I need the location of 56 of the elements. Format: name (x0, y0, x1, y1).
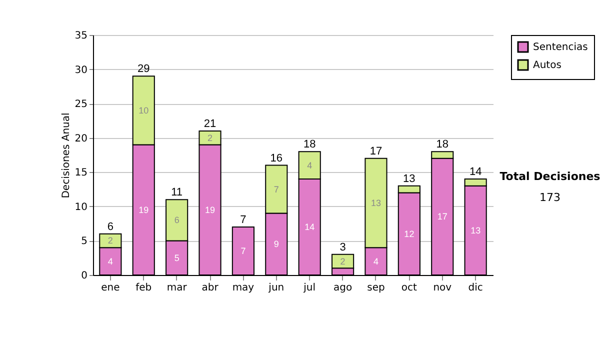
total-label: 17 (370, 145, 382, 158)
y-tick-label: 20 (74, 133, 88, 144)
text: Total Decisiones (498, 170, 600, 183)
data-label: 2 (340, 256, 346, 266)
data-label: 4 (108, 256, 113, 266)
total-label: 3 (340, 241, 346, 254)
y-tick-label: 5 (81, 236, 88, 248)
total-label: 6 (107, 220, 114, 233)
data-label: 12 (404, 228, 414, 239)
x-tick-label: ago (333, 282, 352, 294)
y-tick-label: 0 (81, 270, 88, 282)
data-label: 9 (274, 239, 279, 250)
data-label: 13 (470, 225, 481, 236)
data-label: 10 (138, 105, 149, 116)
total-label: 14 (469, 166, 482, 178)
data-label: 2 (108, 236, 113, 246)
data-label: 4 (307, 160, 312, 170)
y-tick-label: 35 (74, 30, 88, 42)
data-label: 7 (240, 246, 246, 256)
total-label: 18 (436, 138, 449, 151)
x-tick-label: may (232, 282, 254, 294)
total-label: 13 (403, 172, 416, 185)
data-label: 5 (174, 252, 180, 263)
data-label: 13 (370, 198, 381, 208)
data-label: 4 (373, 256, 378, 266)
y-tick-label: 15 (74, 168, 88, 179)
total-label: 7 (240, 214, 246, 226)
data-label: 2 (208, 132, 213, 143)
total-label: 11 (171, 186, 183, 199)
x-tick-label: nov (433, 282, 452, 294)
x-tick-label: mar (166, 282, 188, 294)
x-tick-label: abr (202, 282, 220, 294)
data-label: 17 (437, 212, 448, 222)
data-label: 14 (304, 222, 315, 232)
text: 173 (538, 191, 562, 204)
total-label: 21 (204, 118, 216, 130)
x-tick-label: dic (468, 282, 483, 294)
x-tick-label: jul (302, 282, 316, 294)
total-label: 16 (270, 152, 283, 164)
total-label: 18 (303, 138, 316, 151)
legend-label: Autos (533, 60, 562, 71)
x-tick-label: oct (401, 282, 418, 294)
data-label: 6 (174, 215, 180, 226)
x-tick-label: ene (101, 282, 120, 294)
data-label: 7 (274, 184, 279, 194)
legend-label: Sentencias (533, 42, 588, 53)
y-tick-label: 30 (74, 64, 88, 76)
x-tick-label: sep (367, 282, 385, 294)
total-label: 29 (137, 63, 150, 76)
x-tick-label: jun (268, 282, 284, 294)
y-tick-label: 10 (74, 202, 88, 213)
data-label: 19 (138, 204, 149, 215)
y-tick-label: 25 (74, 99, 88, 110)
data-label: 19 (205, 204, 216, 215)
y-axis-title: Decisiones Anual (60, 112, 72, 198)
x-tick-label: feb (136, 282, 152, 294)
